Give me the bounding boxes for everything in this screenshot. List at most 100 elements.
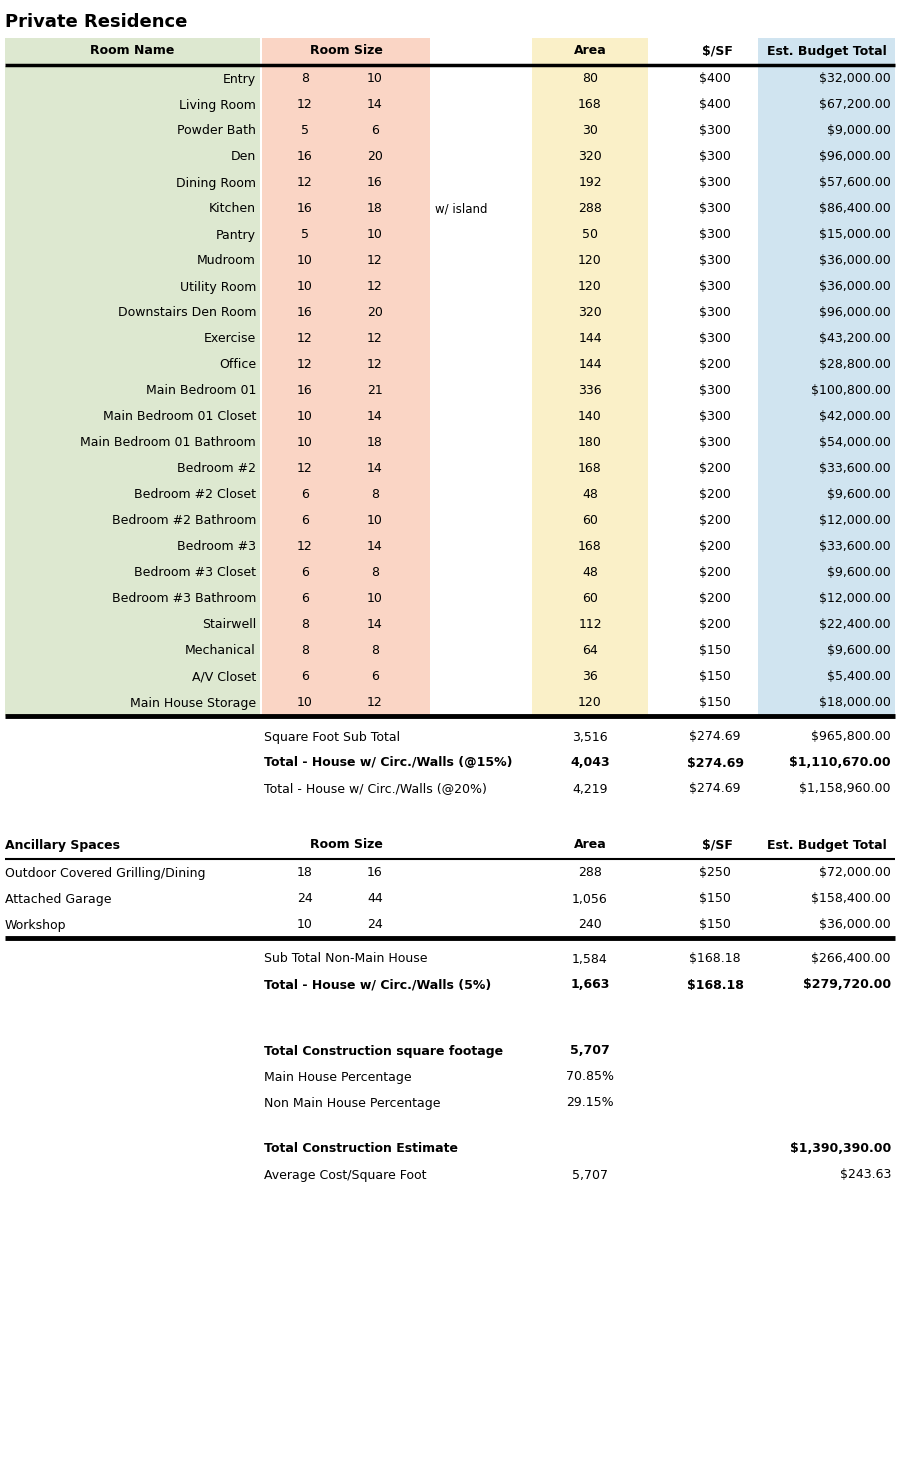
Text: Office: Office	[219, 358, 256, 372]
Bar	[758, 404, 895, 430]
Text: $5,400.00: $5,400.00	[827, 670, 891, 683]
Text: Entry: Entry	[223, 73, 256, 85]
Text: $/SF: $/SF	[702, 838, 733, 851]
Bar	[532, 481, 648, 508]
Text: $96,000.00: $96,000.00	[819, 151, 891, 164]
Text: 8: 8	[301, 73, 309, 85]
Text: Pantry: Pantry	[216, 228, 256, 241]
Bar	[532, 274, 648, 300]
Text: Bedroom #3 Closet: Bedroom #3 Closet	[134, 566, 256, 579]
Bar	[262, 353, 430, 377]
Text: 20: 20	[367, 307, 382, 319]
Text: $150: $150	[699, 670, 731, 683]
Text: Outdoor Covered Grilling/Dining: Outdoor Covered Grilling/Dining	[5, 866, 205, 879]
Text: 12: 12	[297, 332, 313, 345]
Bar	[262, 196, 430, 222]
Text: Mudroom: Mudroom	[197, 255, 256, 268]
Bar	[532, 249, 648, 274]
Text: 16: 16	[367, 866, 382, 879]
Bar	[262, 508, 430, 534]
Bar	[758, 587, 895, 612]
Text: 6: 6	[302, 489, 309, 502]
Text: $200: $200	[699, 593, 731, 606]
Text: $57,600.00: $57,600.00	[819, 177, 891, 190]
Bar	[758, 430, 895, 456]
Bar	[758, 612, 895, 638]
Text: $168.18: $168.18	[689, 952, 741, 966]
Bar	[5, 249, 260, 274]
Bar	[758, 508, 895, 534]
Text: $12,000.00: $12,000.00	[819, 593, 891, 606]
Bar	[5, 691, 260, 715]
Text: $33,600.00: $33,600.00	[819, 462, 891, 475]
Text: Room Name: Room Name	[90, 44, 175, 57]
Text: $300: $300	[699, 332, 731, 345]
Text: 140: 140	[578, 411, 602, 423]
Bar	[532, 92, 648, 119]
Text: $274.69: $274.69	[689, 730, 741, 743]
Text: Square Foot Sub Total: Square Foot Sub Total	[264, 730, 400, 743]
Text: 18: 18	[297, 866, 313, 879]
Text: $1,110,670.00: $1,110,670.00	[789, 756, 891, 770]
Text: 48: 48	[582, 489, 598, 502]
Text: $300: $300	[699, 177, 731, 190]
Bar	[532, 300, 648, 326]
Text: 30: 30	[582, 124, 598, 138]
Text: $42,000.00: $42,000.00	[819, 411, 891, 423]
Text: $200: $200	[699, 358, 731, 372]
Bar	[5, 38, 260, 64]
Text: $36,000.00: $36,000.00	[819, 255, 891, 268]
Text: 20: 20	[367, 151, 382, 164]
Bar	[758, 456, 895, 481]
Bar	[262, 377, 430, 404]
Text: 12: 12	[297, 98, 313, 111]
Text: 60: 60	[582, 593, 598, 606]
Text: 112: 112	[578, 619, 602, 632]
Text: Total Construction square footage: Total Construction square footage	[264, 1045, 503, 1058]
Bar	[5, 508, 260, 534]
Text: 10: 10	[367, 593, 382, 606]
Text: 168: 168	[578, 540, 602, 553]
Text: 288: 288	[578, 202, 602, 215]
Text: $150: $150	[699, 696, 731, 710]
Text: Kitchen: Kitchen	[209, 202, 256, 215]
Bar	[532, 664, 648, 691]
Text: 10: 10	[297, 411, 313, 423]
Bar	[758, 222, 895, 249]
Text: 50: 50	[582, 228, 598, 241]
Text: 10: 10	[297, 281, 313, 294]
Text: 18: 18	[367, 436, 382, 449]
Text: w/ island: w/ island	[435, 202, 488, 215]
Bar	[758, 560, 895, 587]
Bar	[262, 534, 430, 560]
Bar	[262, 170, 430, 196]
Text: 10: 10	[367, 73, 382, 85]
Text: 21: 21	[367, 385, 382, 398]
Text: Den: Den	[230, 151, 256, 164]
Text: 288: 288	[578, 866, 602, 879]
Text: Room Size: Room Size	[310, 44, 382, 57]
Text: Bedroom #3: Bedroom #3	[177, 540, 256, 553]
Bar	[5, 170, 260, 196]
Bar	[532, 404, 648, 430]
Text: $150: $150	[699, 892, 731, 906]
Text: 180: 180	[578, 436, 602, 449]
Text: 24: 24	[367, 919, 382, 932]
Text: A/V Closet: A/V Closet	[192, 670, 256, 683]
Text: 24: 24	[297, 892, 313, 906]
Bar	[262, 664, 430, 691]
Text: $54,000.00: $54,000.00	[819, 436, 891, 449]
Bar	[532, 143, 648, 170]
Text: 168: 168	[578, 462, 602, 475]
Text: 16: 16	[297, 385, 313, 398]
Text: Private Residence: Private Residence	[5, 13, 187, 31]
Text: $250: $250	[699, 866, 731, 879]
Bar	[532, 377, 648, 404]
Text: 6: 6	[302, 566, 309, 579]
Text: 6: 6	[371, 124, 379, 138]
Text: Exercise: Exercise	[203, 332, 256, 345]
Text: $200: $200	[699, 462, 731, 475]
Text: 4,219: 4,219	[572, 783, 608, 796]
Text: Total - House w/ Circ./Walls (@15%): Total - House w/ Circ./Walls (@15%)	[264, 756, 512, 770]
Bar	[758, 534, 895, 560]
